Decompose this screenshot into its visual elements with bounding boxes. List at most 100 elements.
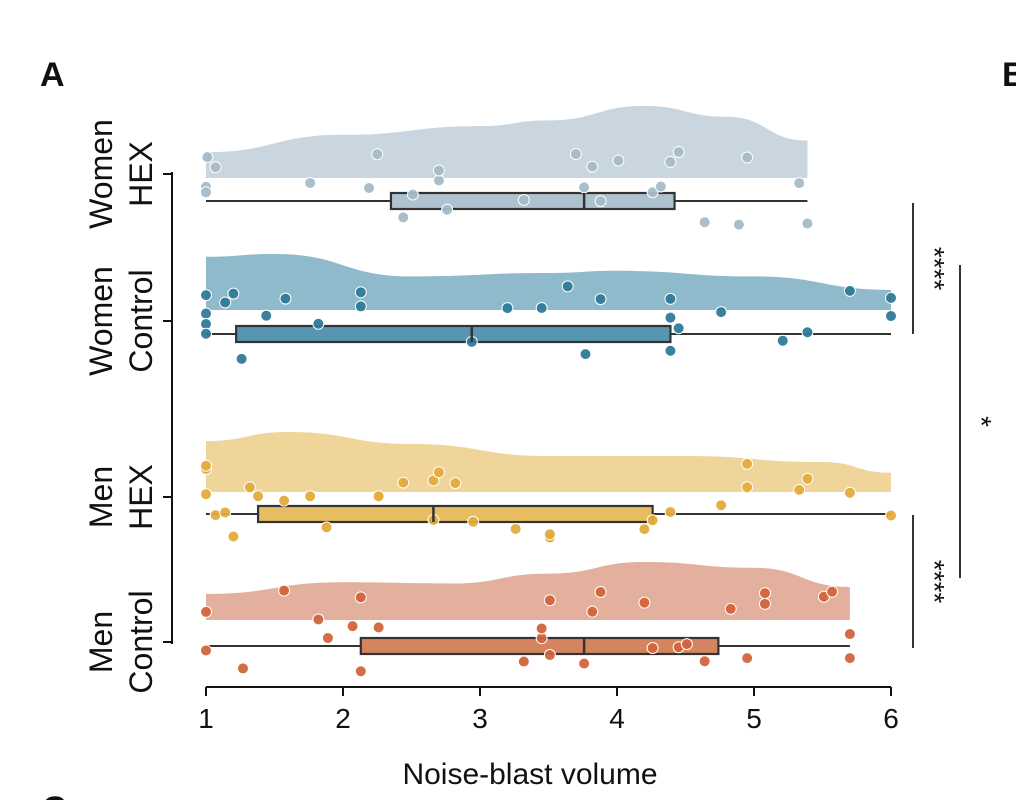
data-point	[432, 174, 445, 187]
data-point	[219, 506, 232, 519]
data-point	[638, 523, 651, 536]
data-point	[543, 649, 556, 662]
data-point	[801, 326, 814, 339]
data-point	[372, 490, 385, 503]
data-point	[397, 476, 410, 489]
data-point	[793, 483, 806, 496]
data-point	[243, 481, 256, 494]
data-point	[843, 628, 856, 641]
data-point	[578, 181, 591, 194]
data-point	[252, 490, 265, 503]
data-point	[312, 613, 325, 626]
data-point	[801, 472, 814, 485]
data-point	[680, 638, 693, 651]
data-point	[278, 584, 291, 597]
data-point	[885, 310, 897, 323]
data-point	[843, 486, 856, 499]
group-men-hex	[200, 432, 897, 544]
data-point	[715, 306, 728, 319]
data-point	[304, 490, 317, 503]
data-point	[278, 494, 291, 507]
data-point	[201, 151, 214, 164]
data-point	[219, 296, 232, 309]
data-point	[594, 586, 607, 599]
box	[256, 504, 654, 524]
data-point	[406, 188, 419, 201]
data-point	[758, 597, 771, 610]
data-point	[543, 528, 556, 541]
panel-label-c: C	[42, 790, 67, 800]
data-point	[279, 292, 292, 305]
data-point	[260, 309, 273, 322]
data-point	[664, 292, 677, 305]
data-point	[664, 344, 677, 357]
data-point	[354, 665, 367, 678]
y-tick-label-line2: Control	[123, 590, 159, 693]
data-point	[535, 622, 548, 635]
data-point	[501, 302, 514, 315]
data-point	[467, 515, 480, 528]
significance-label: ****	[919, 560, 950, 604]
data-point	[646, 514, 659, 527]
data-point	[741, 481, 754, 494]
box	[235, 324, 672, 344]
data-point	[561, 280, 574, 293]
data-point	[397, 211, 410, 224]
data-point	[354, 591, 367, 604]
data-point	[517, 193, 530, 206]
data-point	[569, 148, 582, 161]
data-point	[801, 217, 814, 230]
data-point	[826, 585, 839, 598]
panel-label-a: A	[40, 56, 65, 94]
data-point	[543, 594, 556, 607]
panel-label-b: B	[1002, 56, 1016, 94]
data-point	[885, 509, 897, 522]
y-tick-label-line1: Men	[83, 611, 119, 673]
data-point	[432, 164, 445, 177]
data-point	[698, 216, 711, 229]
data-point	[517, 655, 530, 668]
x-tick-label: 1	[198, 703, 214, 734]
data-point	[372, 621, 385, 634]
data-point	[793, 177, 806, 190]
data-point	[354, 300, 367, 313]
data-point	[776, 334, 789, 347]
x-axis-label: Noise-blast volume	[402, 758, 657, 791]
data-point	[200, 644, 212, 657]
data-point	[586, 605, 599, 618]
x-tick-label: 5	[746, 703, 762, 734]
data-point	[200, 327, 212, 340]
data-point	[441, 203, 454, 216]
data-point	[200, 605, 212, 618]
data-point	[227, 530, 240, 543]
x-tick-label: 3	[472, 703, 488, 734]
density-cloud	[206, 106, 808, 178]
x-tick-label: 4	[609, 703, 625, 734]
data-point	[304, 177, 317, 190]
data-point	[354, 286, 367, 299]
data-point	[200, 289, 212, 302]
data-point	[698, 655, 711, 668]
y-tick-label-line2: HEX	[123, 464, 159, 530]
y-tick-label-line2: HEX	[123, 141, 159, 207]
data-point	[843, 652, 856, 665]
data-point	[594, 293, 607, 306]
data-point	[200, 488, 212, 501]
data-point	[654, 180, 667, 193]
x-tick-label: 6	[883, 703, 899, 734]
data-point	[843, 284, 856, 297]
y-tick-label-line2: Control	[123, 269, 159, 372]
significance-label: *	[966, 416, 997, 427]
data-point	[321, 632, 334, 645]
data-point	[509, 522, 522, 535]
y-tick-label-line1: Men	[83, 466, 119, 528]
data-point	[885, 291, 897, 304]
group-women-hex	[200, 106, 814, 231]
data-point	[371, 148, 384, 161]
data-point	[664, 311, 677, 324]
data-point	[612, 154, 625, 167]
data-point	[346, 620, 359, 633]
y-tick-label-line1: Women	[83, 119, 119, 229]
data-point	[672, 145, 685, 158]
